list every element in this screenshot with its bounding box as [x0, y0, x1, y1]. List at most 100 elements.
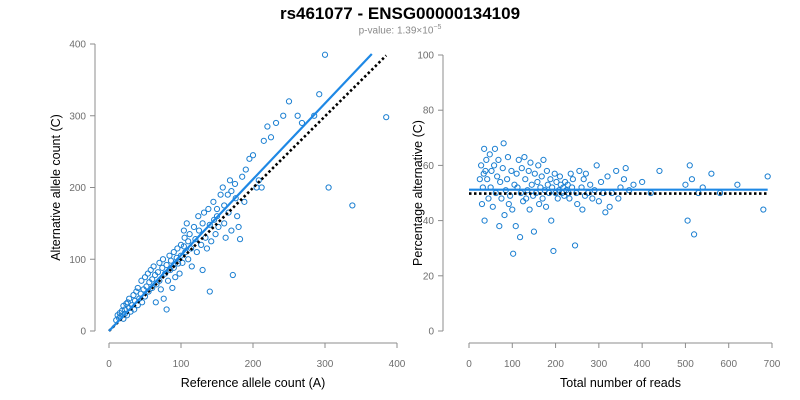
data-point: [159, 256, 167, 263]
data-point: [544, 181, 551, 188]
y-tick-label: 60: [423, 161, 435, 172]
data-point: [298, 119, 306, 127]
data-point: [495, 156, 502, 163]
data-point: [195, 227, 203, 234]
data-point: [547, 176, 554, 183]
y-tick-label: 20: [423, 271, 435, 282]
data-point: [215, 223, 222, 231]
data-point: [198, 241, 205, 248]
x-axis-label: Reference allele count (A): [181, 376, 326, 390]
y-axis-label: Alternative allele count (C): [49, 114, 63, 261]
x-tick-label: 100: [173, 359, 190, 370]
data-point: [203, 245, 211, 252]
data-point: [476, 176, 483, 183]
data-point: [531, 170, 538, 177]
data-point: [221, 220, 228, 227]
data-point: [630, 181, 637, 188]
data-point: [535, 162, 542, 169]
x-tick-label: 400: [634, 359, 651, 370]
data-point: [152, 299, 159, 306]
data-point: [383, 114, 390, 121]
data-point: [551, 170, 558, 177]
data-point: [349, 202, 356, 209]
data-point: [139, 299, 146, 306]
reference-line: [108, 54, 388, 332]
data-point: [169, 284, 176, 292]
data-point: [538, 173, 545, 180]
data-point: [488, 167, 495, 175]
data-point: [144, 270, 151, 277]
data-point: [157, 286, 164, 293]
data-point: [556, 173, 563, 180]
data-point: [734, 181, 741, 188]
data-point: [491, 145, 499, 152]
data-point: [508, 167, 515, 175]
data-point: [180, 243, 187, 250]
data-point: [164, 277, 172, 284]
data-point: [206, 221, 213, 228]
data-point: [548, 217, 555, 224]
data-point: [150, 263, 157, 270]
data-point: [231, 180, 239, 188]
data-point: [587, 181, 594, 188]
x-tick-label: 400: [389, 359, 406, 370]
data-point: [760, 206, 767, 213]
data-point: [527, 159, 534, 166]
data-point: [176, 270, 183, 277]
data-point: [481, 145, 488, 152]
data-point: [682, 181, 689, 188]
data-point: [225, 209, 232, 216]
data-point: [499, 165, 506, 172]
data-point: [494, 173, 501, 180]
x-axis-label: Total number of reads: [560, 376, 681, 390]
data-point: [242, 166, 249, 173]
x-tick-label: 700: [764, 359, 781, 370]
data-point: [163, 261, 170, 269]
data-point: [321, 51, 329, 58]
data-point: [141, 274, 149, 281]
data-point: [179, 259, 186, 266]
data-point: [496, 223, 503, 230]
data-point: [190, 223, 198, 231]
x-tick-label: 300: [591, 359, 608, 370]
x-tick-label: 600: [720, 359, 737, 370]
data-point: [134, 284, 141, 292]
data-point: [582, 170, 589, 177]
data-point: [232, 195, 239, 202]
chart-subtitle: p-value: 1.39×10−5: [0, 24, 800, 36]
y-tick-label: 300: [69, 111, 86, 122]
data-point: [504, 154, 512, 161]
data-point: [543, 167, 551, 175]
y-tick-label: 400: [69, 40, 86, 51]
x-tick-label: 500: [677, 359, 694, 370]
data-point: [576, 167, 583, 175]
data-point: [526, 206, 533, 213]
data-point: [325, 184, 332, 191]
data-point: [224, 191, 231, 198]
data-point: [478, 200, 486, 208]
data-point: [228, 187, 235, 195]
data-point: [236, 236, 244, 243]
x-tick-label: 200: [245, 359, 262, 370]
data-point: [212, 231, 219, 238]
data-point: [485, 195, 492, 202]
data-point: [606, 203, 613, 210]
data-point: [192, 236, 199, 243]
data-point: [264, 123, 271, 130]
y-tick-label: 200: [69, 183, 86, 194]
data-point: [523, 195, 530, 202]
data-point: [536, 200, 543, 208]
data-point: [200, 209, 208, 216]
x-tick-label: 100: [504, 359, 521, 370]
data-point: [249, 152, 257, 159]
data-point: [593, 162, 600, 169]
data-point: [483, 156, 490, 163]
data-point: [195, 213, 202, 220]
data-point: [595, 198, 602, 205]
data-point: [518, 165, 525, 172]
data-point: [484, 176, 491, 183]
data-point: [228, 227, 235, 234]
data-point: [130, 292, 137, 299]
data-point: [172, 274, 179, 281]
